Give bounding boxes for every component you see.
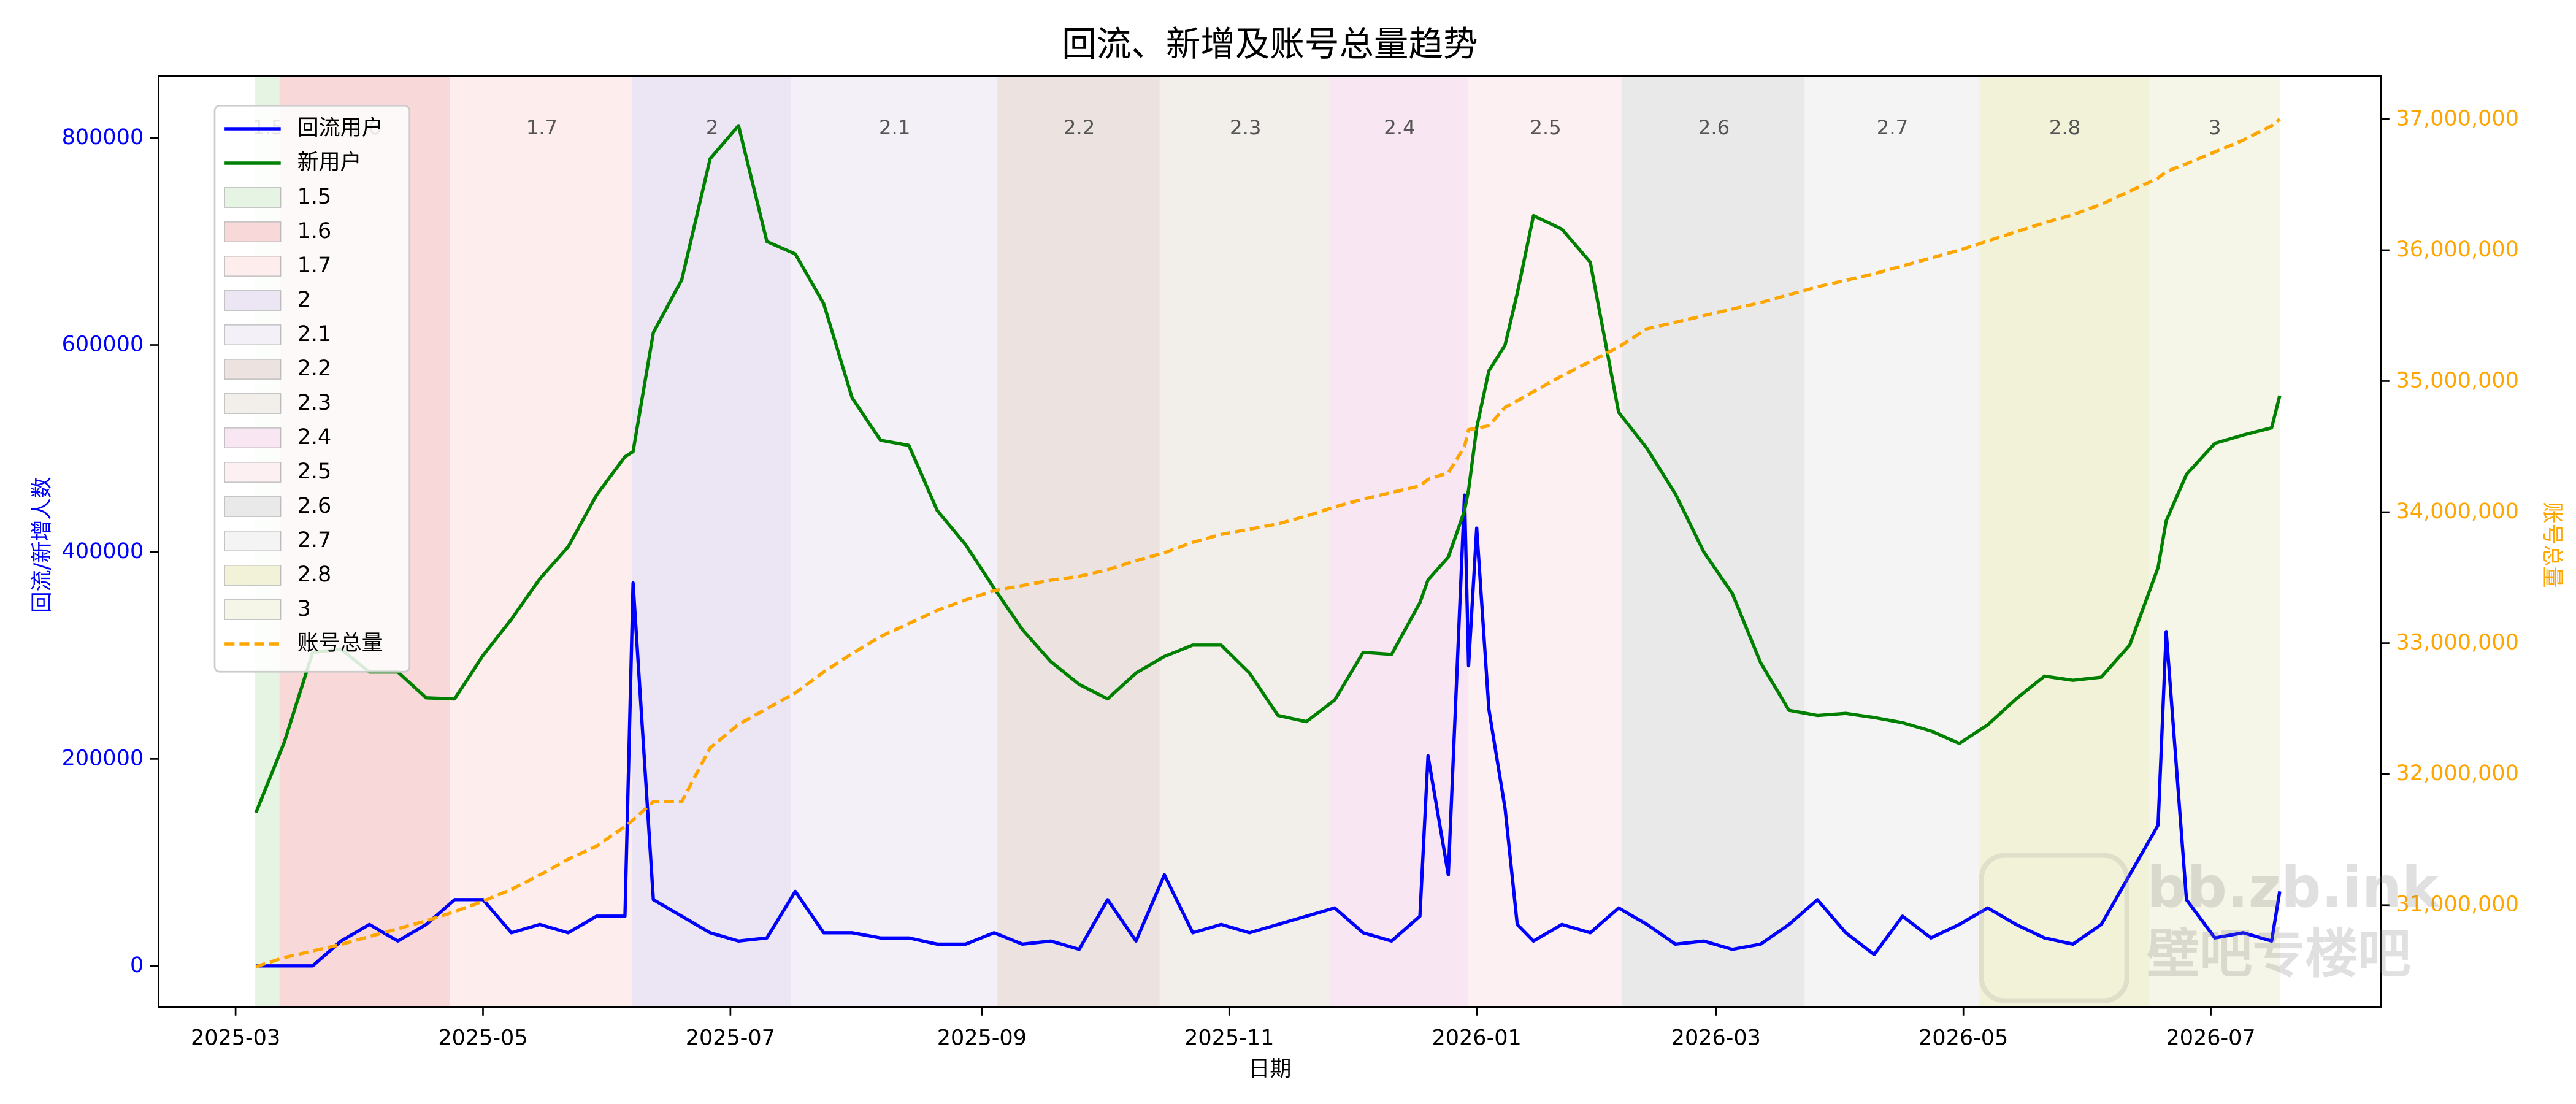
version-band [1979, 75, 2151, 1008]
legend-swatch [224, 565, 282, 586]
chart-title: 回流、新增及账号总量趋势 [1062, 25, 1478, 64]
x-tick-label: 2025-07 [686, 1025, 775, 1050]
legend-box [213, 104, 411, 673]
legend-label: 2 [297, 288, 311, 312]
version-label: 2.7 [1877, 116, 1908, 139]
x-tick-label: 2026-07 [2166, 1025, 2255, 1050]
x-tick-label: 2026-05 [1919, 1025, 2008, 1050]
version-band [450, 75, 634, 1008]
legend-label: 3 [297, 597, 311, 621]
version-label: 2.3 [1230, 116, 1261, 139]
legend-swatch [224, 221, 282, 242]
legend-label: 2.7 [297, 528, 332, 553]
series-line [256, 493, 2282, 968]
legend-label: 2.3 [297, 391, 332, 415]
version-label: 2.8 [2049, 116, 2080, 139]
legend-swatch [224, 256, 282, 277]
version-label: 2.4 [1384, 116, 1415, 139]
version-label: 2 [706, 116, 719, 139]
version-band [790, 75, 999, 1008]
legend-swatch [224, 187, 282, 208]
legend-swatch [224, 427, 282, 448]
legend-label: 1.7 [297, 253, 332, 278]
series-line [255, 118, 2281, 968]
version-label: 2.1 [879, 116, 910, 139]
version-band [997, 75, 1161, 1008]
y2-tick-label: 32,000,000 [2396, 761, 2519, 786]
y-tick-label: 0 [130, 953, 144, 978]
legend-swatch [224, 531, 282, 551]
legend-swatch [224, 359, 282, 380]
y2-axis-label: 账号总量 [2540, 502, 2564, 588]
watermark-name: 壁吧专楼吧 [2147, 924, 2411, 985]
legend-label: 2.2 [297, 356, 332, 381]
legend-swatch [224, 496, 282, 517]
axes-frame [158, 75, 2382, 1008]
legend-swatch [224, 290, 282, 311]
x-tick-label: 2026-01 [1432, 1025, 1522, 1050]
version-label: 2.5 [1530, 116, 1561, 139]
x-tick-label: 2025-09 [937, 1025, 1027, 1050]
legend-swatch [224, 324, 282, 345]
series-line [254, 124, 2282, 814]
version-band [1622, 75, 1806, 1008]
version-band [632, 75, 792, 1008]
legend-label: 新用户 [297, 150, 362, 175]
y2-tick-label: 37,000,000 [2396, 106, 2519, 131]
legend-swatch [224, 462, 282, 483]
watermark-icon [1979, 853, 2129, 1003]
x-tick-label: 2025-03 [191, 1025, 280, 1050]
y-axis-label: 回流/新增人数 [30, 477, 55, 613]
x-tick-label: 2026-03 [1671, 1025, 1761, 1050]
legend-swatch [224, 393, 282, 414]
version-band [2149, 75, 2281, 1008]
version-label: 2.6 [1698, 116, 1730, 139]
x-tick-label: 2025-11 [1184, 1025, 1274, 1050]
y2-tick-label: 31,000,000 [2396, 892, 2519, 917]
legend-label: 1.6 [297, 219, 332, 243]
legend-label: 2.4 [297, 425, 332, 450]
version-label: 2.2 [1064, 116, 1095, 139]
legend-label: 2.5 [297, 459, 332, 484]
legend-swatch [224, 599, 282, 620]
watermark-site: bb.zb.ink [2147, 855, 2440, 921]
version-band [1159, 75, 1332, 1008]
y2-tick-label: 33,000,000 [2396, 631, 2519, 655]
x-axis-label: 日期 [1248, 1057, 1291, 1082]
y2-tick-label: 34,000,000 [2396, 499, 2519, 524]
legend-label: 2.1 [297, 322, 332, 347]
version-band [1804, 75, 1980, 1008]
legend-label: 1.5 [297, 185, 332, 209]
y-tick-label: 800000 [62, 125, 144, 150]
x-tick-label: 2025-05 [438, 1025, 527, 1050]
y-tick-label: 400000 [62, 539, 144, 564]
y2-tick-label: 36,000,000 [2396, 237, 2519, 262]
y-tick-label: 200000 [62, 746, 144, 770]
legend-label: 2.8 [297, 562, 332, 587]
version-label: 1.7 [526, 116, 558, 139]
y2-tick-label: 35,000,000 [2396, 368, 2519, 393]
plot-area: 1.5 1.6 1.7 2 2.1 2.2 2.3 2.4 2.5 2.6 2.7 2.8 3 2025-… [62, 75, 2519, 1050]
version-label: 3 [2209, 116, 2221, 139]
legend-label: 回流用户 [297, 116, 383, 140]
y-tick-label: 600000 [62, 332, 144, 357]
legend-label: 2.6 [297, 494, 332, 518]
legend-label: 账号总量 [297, 631, 383, 656]
watermark: bb.zb.ink 壁吧专楼吧 [1979, 853, 2440, 1003]
version-band [1468, 75, 1623, 1008]
